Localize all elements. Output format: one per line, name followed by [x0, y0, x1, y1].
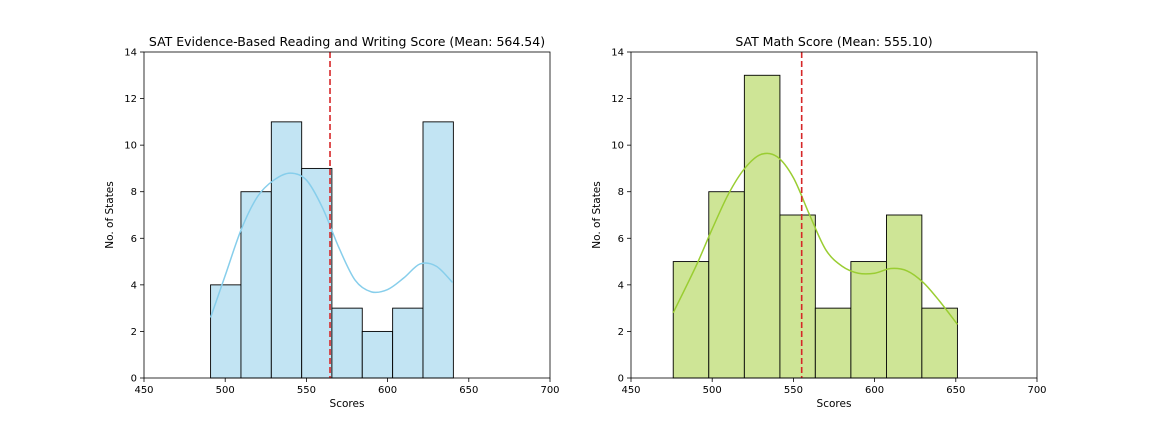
reading-writing-chart-title: SAT Evidence-Based Reading and Writing S… [149, 34, 545, 49]
math-x-ticks: 450 500 550 600 650 700 [621, 378, 1047, 396]
reading-writing-histogram-panel: 450 500 550 600 650 700 0 2 4 6 8 10 12 14 SAT Evide… [104, 34, 560, 410]
reading-writing-x-tick-label-500: 500 [216, 385, 235, 396]
math-bar-3 [743, 74, 781, 379]
reading-writing-x-tick-label-700: 700 [540, 385, 559, 396]
math-bar-2 [708, 191, 745, 379]
math-y-ticks: 0 2 4 6 8 10 12 14 [611, 48, 631, 385]
reading-writing-y-tick-label-6: 6 [131, 234, 137, 245]
math-x-tick-label-550: 550 [784, 385, 803, 396]
math-x-tick-label-650: 650 [946, 385, 965, 396]
math-bar-4 [779, 214, 816, 379]
reading-writing-bar-7 [392, 307, 424, 379]
math-kde-line [672, 152, 959, 325]
math-bar-5 [814, 307, 852, 379]
math-histogram-panel: 450 500 550 600 650 700 0 2 4 6 8 10 12 14 SAT Math … [591, 34, 1047, 410]
reading-writing-y-tick-label-12: 12 [124, 94, 137, 105]
reading-writing-x-tick-label-550: 550 [297, 385, 316, 396]
reading-writing-bar-5 [331, 307, 363, 379]
reading-writing-y-tick-label-4: 4 [131, 280, 137, 291]
math-y-tick-label-2: 2 [618, 327, 624, 338]
math-y-tick-label-14: 14 [611, 48, 624, 59]
math-x-axis-label: Scores [817, 398, 852, 410]
math-x-tick-label-500: 500 [703, 385, 722, 396]
math-y-tick-label-10: 10 [611, 141, 624, 152]
math-axes-frame [630, 51, 1038, 379]
math-bar-8 [921, 307, 958, 379]
math-y-tick-label-6: 6 [618, 234, 624, 245]
math-bar-7 [886, 214, 923, 379]
reading-writing-bar-4 [301, 167, 333, 379]
reading-writing-y-tick-label-8: 8 [131, 187, 137, 198]
math-y-axis-label: No. of States [591, 181, 603, 249]
math-chart-title: SAT Math Score (Mean: 555.10) [735, 34, 932, 49]
math-y-tick-label-0: 0 [618, 374, 624, 385]
reading-writing-bar-1 [210, 284, 242, 379]
reading-writing-y-axis-label: No. of States [104, 181, 116, 249]
reading-writing-bar-3 [270, 121, 303, 379]
reading-writing-bar-2 [240, 191, 272, 379]
math-x-tick-label-700: 700 [1027, 385, 1046, 396]
reading-writing-y-ticks: 0 2 4 6 8 10 12 14 [124, 48, 144, 385]
reading-writing-y-tick-label-2: 2 [131, 327, 137, 338]
reading-writing-x-ticks: 450 500 550 600 650 700 [134, 378, 560, 396]
reading-writing-x-tick-label-600: 600 [378, 385, 397, 396]
math-x-tick-label-600: 600 [865, 385, 884, 396]
reading-writing-axes-frame [143, 51, 551, 379]
math-y-tick-label-8: 8 [618, 187, 624, 198]
math-bar-6 [850, 261, 887, 379]
reading-writing-y-tick-label-10: 10 [124, 141, 137, 152]
reading-writing-x-tick-label-450: 450 [134, 385, 153, 396]
math-y-tick-label-4: 4 [618, 280, 624, 291]
reading-writing-x-tick-label-650: 650 [459, 385, 478, 396]
reading-writing-y-tick-label-14: 14 [124, 48, 137, 59]
reading-writing-bar-8 [422, 121, 454, 379]
reading-writing-y-tick-label-0: 0 [131, 374, 137, 385]
math-y-tick-label-12: 12 [611, 94, 624, 105]
math-x-tick-label-450: 450 [621, 385, 640, 396]
reading-writing-x-axis-label: Scores [330, 398, 365, 410]
math-bar-1 [672, 261, 710, 379]
reading-writing-bars [210, 121, 454, 379]
reading-writing-bar-6 [361, 330, 394, 379]
